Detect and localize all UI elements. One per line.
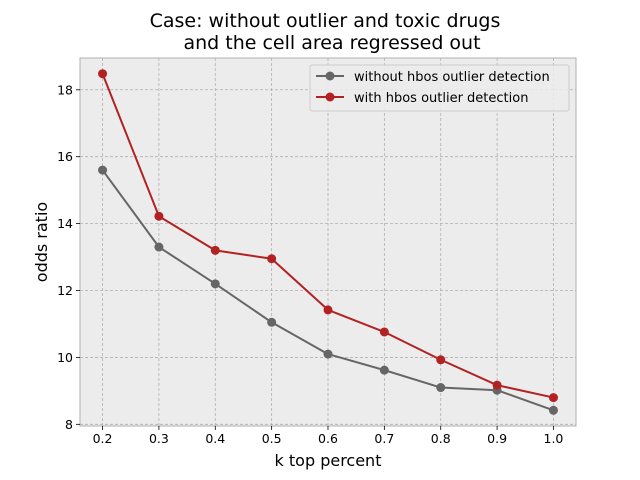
data-point-series-1	[210, 245, 220, 255]
data-point-series-0	[98, 165, 108, 175]
axis-ticks: 0.2 0.3 0.4 0.5 0.6 0.7 0.8 0.9 1.0 8 10 12 14 16 18	[57, 82, 563, 446]
data-point-series-0	[154, 242, 164, 252]
x-tick-label: 0.7	[374, 431, 394, 446]
data-point-series-1	[323, 305, 333, 315]
data-point-series-1	[98, 69, 108, 79]
data-point-series-0	[379, 365, 389, 375]
x-tick-label: 1.0	[544, 431, 564, 446]
data-point-series-1	[436, 355, 446, 365]
y-tick-label: 8	[65, 417, 73, 432]
x-tick-label: 0.6	[318, 431, 338, 446]
x-tick-label: 0.8	[431, 431, 451, 446]
data-point-series-1	[154, 211, 164, 221]
data-point-series-1	[379, 327, 389, 337]
data-point-series-0	[548, 405, 558, 415]
data-point-series-0	[267, 317, 277, 327]
x-axis-label: k top percent	[275, 451, 382, 470]
data-point-series-1	[492, 380, 502, 390]
x-tick-label: 0.5	[262, 431, 282, 446]
data-point-series-1	[548, 393, 558, 403]
chart-title-line-1: Case: without outlier and toxic drugs	[150, 10, 501, 32]
data-point-series-0	[210, 279, 220, 289]
legend-box	[309, 64, 570, 112]
legend-marker-without-hbos	[325, 71, 335, 81]
data-point-series-1	[267, 254, 277, 264]
x-tick-label: 0.9	[487, 431, 507, 446]
x-tick-label: 0.3	[149, 431, 169, 446]
y-tick-label: 16	[57, 149, 73, 164]
x-tick-label: 0.2	[93, 431, 113, 446]
grid-lines	[80, 58, 576, 426]
legend-label-without-hbos: without hbos outlier detection	[354, 70, 550, 85]
y-tick-label: 18	[57, 82, 73, 97]
legend-label-with-hbos: with hbos outlier detection	[354, 91, 528, 106]
y-axis-label: odds ratio	[32, 202, 51, 282]
x-tick-label: 0.4	[205, 431, 225, 446]
legend-marker-with-hbos	[325, 92, 335, 102]
legend: without hbos outlier detection with hbos…	[309, 64, 570, 112]
y-tick-label: 10	[57, 350, 73, 365]
y-tick-label: 14	[57, 216, 73, 231]
data-point-series-0	[323, 349, 333, 359]
data-point-series-0	[436, 383, 446, 393]
series-group	[98, 69, 558, 415]
y-tick-label: 12	[57, 283, 73, 298]
chart-title-line-2: and the cell area regressed out	[183, 32, 480, 54]
